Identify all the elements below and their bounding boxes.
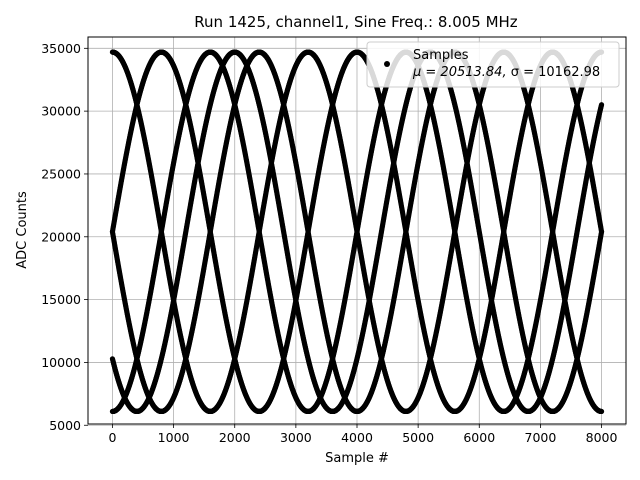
chart-title: Run 1425, channel1, Sine Freq.: 8.005 MH…: [194, 13, 518, 31]
sample-point: [598, 408, 605, 415]
